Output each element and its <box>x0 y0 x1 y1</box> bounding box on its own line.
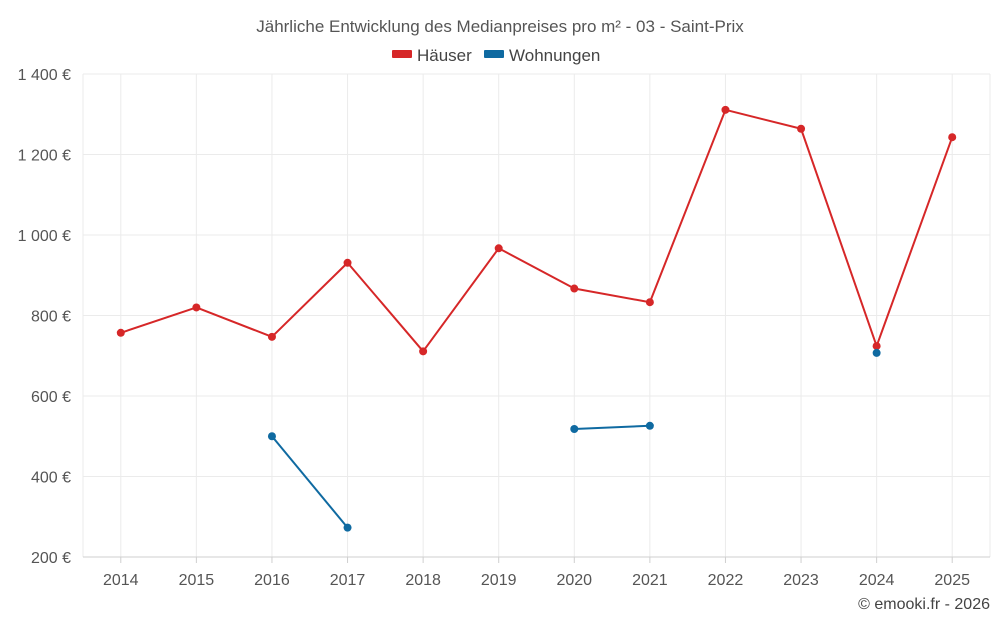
data-point-haeuser <box>721 105 730 114</box>
data-point-haeuser <box>570 284 579 293</box>
data-point-wohnungen <box>267 432 276 441</box>
series-line-haeuser <box>120 108 954 353</box>
x-tick-label: 2018 <box>405 572 441 589</box>
data-point-wohnungen <box>872 348 881 357</box>
credit-text: © emooki.fr - 2026 <box>858 596 990 613</box>
data-point-haeuser <box>116 328 125 337</box>
legend-label-haeuser: Häuser <box>417 46 472 65</box>
x-tick-label: 2021 <box>632 572 668 589</box>
x-tick-label: 2022 <box>708 572 744 589</box>
y-axis: 200 € 400 € 600 € 800 € 1 000 € 1 200 € 1 400 … <box>18 67 71 567</box>
y-tick-label: 1 000 € <box>18 228 71 245</box>
y-tick-label: 1 200 € <box>18 148 71 165</box>
series-line-wohnungen <box>271 435 349 529</box>
y-tick-label: 400 € <box>31 470 71 487</box>
x-tick-label: 2016 <box>254 572 290 589</box>
data-point-wohnungen <box>570 425 579 434</box>
y-tick-label: 1 400 € <box>18 67 71 84</box>
data-point-haeuser <box>494 244 503 253</box>
x-tick-label: 2020 <box>556 572 592 589</box>
data-point-haeuser <box>645 298 654 307</box>
x-tick-label: 2025 <box>934 572 970 589</box>
x-tick-label: 2023 <box>783 572 819 589</box>
legend-label-wohnungen: Wohnungen <box>509 46 600 65</box>
data-point-haeuser <box>797 124 806 133</box>
data-point-haeuser <box>872 342 881 351</box>
chart-title: Jährliche Entwicklung des Medianpreises … <box>256 17 744 36</box>
data-point-haeuser <box>948 133 957 142</box>
data-point-haeuser <box>192 303 201 312</box>
series-line-wohnungen <box>574 424 650 431</box>
x-tick-label: 2014 <box>103 572 139 589</box>
data-point-haeuser <box>419 347 428 356</box>
x-tick-label: 2017 <box>330 572 366 589</box>
x-axis: 2014 2015 2016 2017 2018 2019 2020 2021 2022 2023… <box>83 556 990 589</box>
legend-swatch-haeuser <box>392 50 412 58</box>
y-tick-label: 800 € <box>31 309 71 326</box>
legend: Häuser Wohnungen <box>392 46 600 65</box>
x-tick-label: 2015 <box>179 572 215 589</box>
series-layer <box>116 105 957 532</box>
data-point-haeuser <box>343 258 352 267</box>
x-tick-label: 2024 <box>859 572 895 589</box>
data-point-wohnungen <box>645 421 654 430</box>
y-tick-label: 600 € <box>31 389 71 406</box>
data-point-wohnungen <box>343 523 352 532</box>
grid <box>82 73 991 557</box>
x-tick-label: 2019 <box>481 572 517 589</box>
y-tick-label: 200 € <box>31 550 71 567</box>
legend-swatch-wohnungen <box>484 50 504 58</box>
data-point-haeuser <box>267 332 276 341</box>
